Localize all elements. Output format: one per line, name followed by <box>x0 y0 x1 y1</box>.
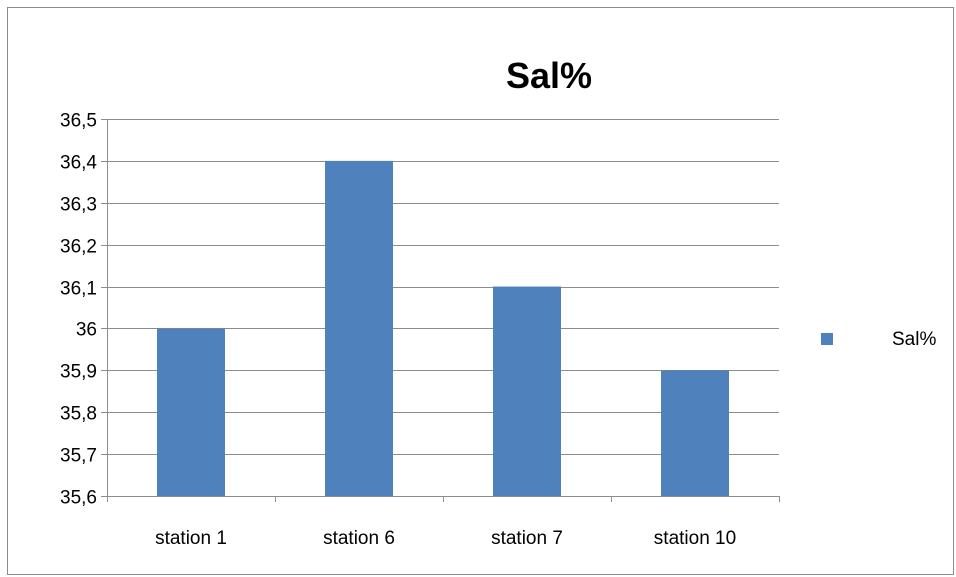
y-tick-label: 35,7 <box>60 446 97 467</box>
bar-station-6 <box>325 160 393 496</box>
y-tick-label: 35,8 <box>60 404 97 425</box>
y-tick-label: 36,1 <box>60 279 97 300</box>
x-tick-label: station 6 <box>323 528 395 549</box>
bar-station-1 <box>157 328 225 496</box>
legend: Sal% <box>821 329 936 350</box>
x-tick-label: station 1 <box>155 528 227 549</box>
y-tick-label: 35,9 <box>60 362 97 383</box>
y-tick-label: 36,5 <box>60 111 97 132</box>
y-tick-label: 36 <box>76 320 97 341</box>
x-tick-label: station 10 <box>654 528 736 549</box>
legend-label: Sal% <box>892 329 936 350</box>
y-tick-label: 36,3 <box>60 195 97 216</box>
x-tick-label: station 7 <box>491 528 563 549</box>
bar-station-7 <box>493 286 561 496</box>
chart-title: Sal% <box>506 55 592 96</box>
legend-swatch <box>821 333 833 345</box>
y-tick-label: 36,2 <box>60 237 97 258</box>
y-tick-label: 35,6 <box>60 488 97 509</box>
bar-station-10 <box>661 370 729 496</box>
y-tick-label: 36,4 <box>60 153 97 174</box>
